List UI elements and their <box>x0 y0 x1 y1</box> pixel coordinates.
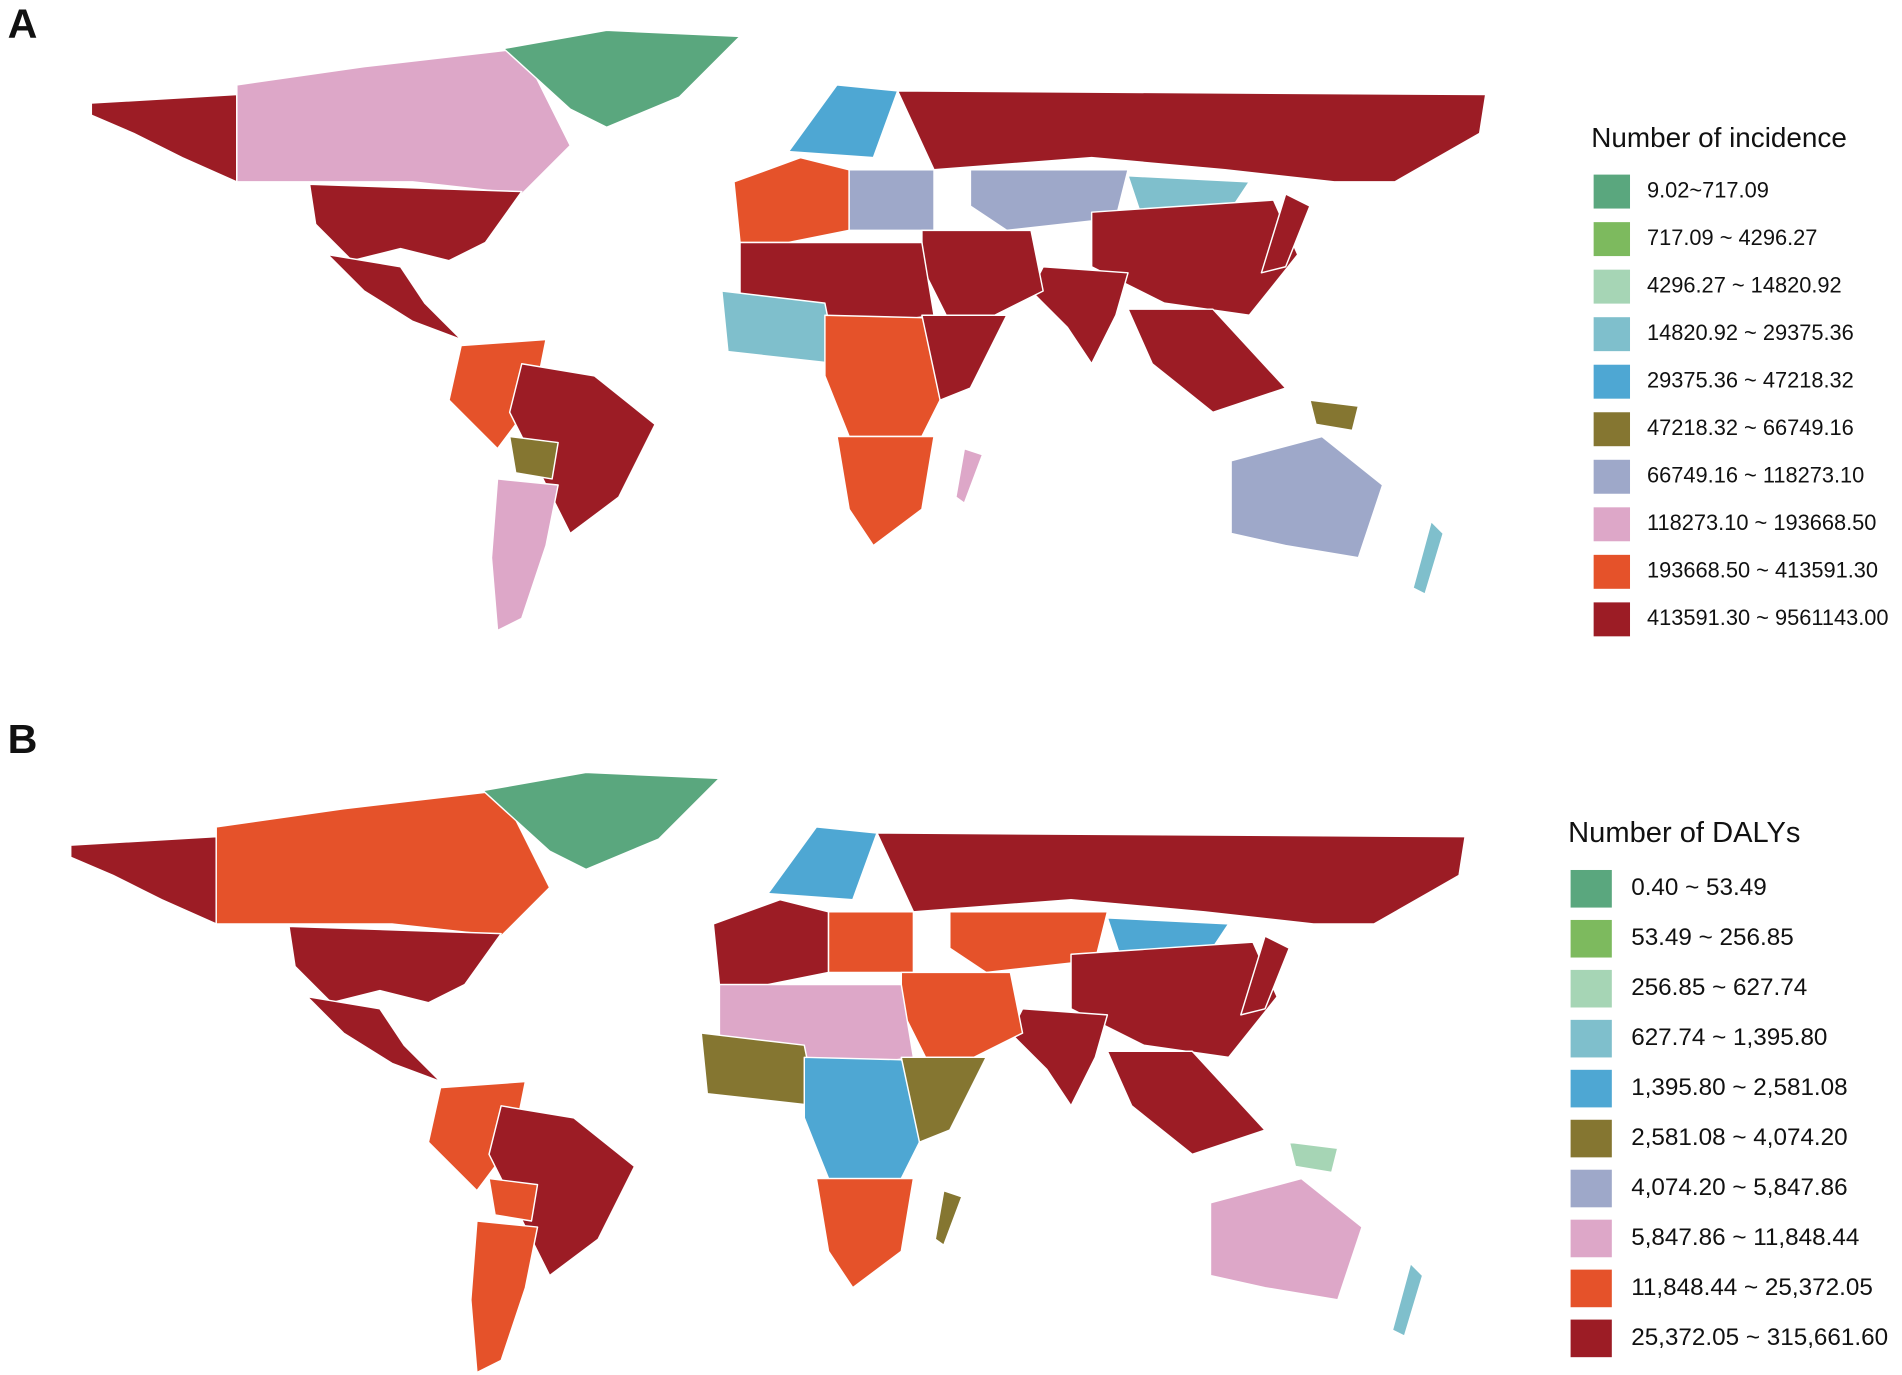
legend-label: 9.02~717.09 <box>1647 177 1769 202</box>
country-region <box>488 1177 539 1222</box>
country-region <box>1030 266 1129 365</box>
legend-swatch <box>1593 364 1631 399</box>
country-region <box>502 29 741 129</box>
legend-label: 47218.32 ~ 66749.16 <box>1647 415 1854 440</box>
legend-swatch <box>1570 1019 1612 1058</box>
legend-swatch <box>1570 1119 1612 1158</box>
country-region <box>488 1105 636 1277</box>
legend-swatch <box>1593 554 1631 589</box>
legend-swatch <box>1570 919 1612 958</box>
country-region <box>1391 1262 1424 1337</box>
legend-label: 29375.36 ~ 47218.32 <box>1647 367 1854 392</box>
country-region <box>876 832 1466 925</box>
legend-swatch <box>1570 1269 1612 1308</box>
country-region <box>767 826 878 901</box>
country-region <box>921 229 1044 316</box>
country-region <box>700 1032 818 1107</box>
world-map <box>69 771 1466 1374</box>
country-region <box>787 84 899 159</box>
legend-label: 1,395.80 ~ 2,581.08 <box>1631 1074 1847 1101</box>
country-region <box>1070 941 1278 1059</box>
country-region <box>900 971 1024 1059</box>
legend-swatch <box>1570 1169 1612 1208</box>
legend-swatch <box>1593 222 1631 257</box>
legend-label: 66749.16 ~ 118273.10 <box>1647 463 1864 488</box>
legend-swatch <box>1570 869 1612 908</box>
legend-label: 118273.10 ~ 193668.50 <box>1647 510 1876 535</box>
country-region <box>955 447 984 504</box>
country-region <box>827 911 915 974</box>
legend-label: 413591.30 ~ 9561143.00 <box>1647 605 1889 630</box>
country-region <box>969 169 1129 232</box>
legend-title: Number of DALYs <box>1568 817 1800 849</box>
panel-label: A <box>8 1 38 47</box>
country-region <box>1260 193 1311 274</box>
legend-swatch <box>1570 1219 1612 1258</box>
panel-label: B <box>8 716 38 762</box>
country-region <box>836 435 935 547</box>
country-region <box>1230 435 1384 559</box>
country-region <box>1009 1008 1109 1107</box>
legend-swatch <box>1593 174 1631 209</box>
country-region <box>921 314 1008 401</box>
legend-swatch <box>1593 459 1631 494</box>
country-region <box>215 789 551 937</box>
country-region <box>236 47 571 195</box>
country-region <box>90 93 238 183</box>
country-region <box>712 898 830 986</box>
country-region <box>896 90 1487 183</box>
country-region <box>1240 935 1291 1016</box>
country-region <box>508 435 559 480</box>
country-region <box>1288 1141 1339 1174</box>
country-region <box>306 995 442 1083</box>
country-region <box>508 363 656 535</box>
legend-label: 0.40 ~ 53.49 <box>1631 874 1767 901</box>
legend-swatch <box>1593 507 1631 542</box>
legend-title: Number of incidence <box>1591 122 1847 153</box>
legend-swatch <box>1593 412 1631 447</box>
legend-label: 11,848.44 ~ 25,372.05 <box>1631 1274 1873 1301</box>
legend-label: 627.74 ~ 1,395.80 <box>1631 1024 1827 1051</box>
country-region <box>900 1056 987 1143</box>
country-region <box>1412 520 1445 595</box>
country-region <box>308 183 523 262</box>
legend-label: 4,074.20 ~ 5,847.86 <box>1631 1174 1847 1201</box>
legend-swatch <box>1570 1069 1612 1108</box>
legend-swatch <box>1570 1319 1612 1358</box>
country-region <box>1090 199 1299 316</box>
legend-swatch <box>1593 269 1631 304</box>
legend-label: 717.09 ~ 4296.27 <box>1647 225 1817 250</box>
country-region <box>848 169 935 232</box>
country-region <box>949 911 1109 974</box>
country-region <box>482 771 721 871</box>
country-region <box>69 835 217 925</box>
world-map <box>90 29 1487 632</box>
legend-label: 14820.92 ~ 29375.36 <box>1647 320 1854 345</box>
legend-label: 2,581.08 ~ 4,074.20 <box>1631 1124 1847 1151</box>
legend-label: 25,372.05 ~ 315,661.60 <box>1631 1324 1888 1351</box>
country-region <box>934 1189 963 1246</box>
country-region <box>327 253 462 341</box>
country-region <box>1127 308 1287 413</box>
country-region <box>1309 399 1360 432</box>
country-region <box>490 478 559 632</box>
legend-label: 256.85 ~ 627.74 <box>1631 974 1807 1001</box>
country-region <box>288 925 502 1004</box>
legend-swatch <box>1570 969 1612 1008</box>
country-region <box>815 1177 915 1289</box>
legend-label: 4296.27 ~ 14820.92 <box>1647 272 1842 297</box>
country-region <box>470 1220 539 1374</box>
legend-label: 53.49 ~ 256.85 <box>1631 924 1794 951</box>
legend-label: 193668.50 ~ 413591.30 <box>1647 558 1878 583</box>
legend-label: 5,847.86 ~ 11,848.44 <box>1631 1224 1859 1251</box>
country-region <box>1106 1050 1266 1156</box>
legend-swatch <box>1593 317 1631 352</box>
country-region <box>721 290 838 365</box>
country-region <box>1209 1177 1363 1301</box>
legend-swatch <box>1593 602 1631 637</box>
country-region <box>733 156 850 244</box>
